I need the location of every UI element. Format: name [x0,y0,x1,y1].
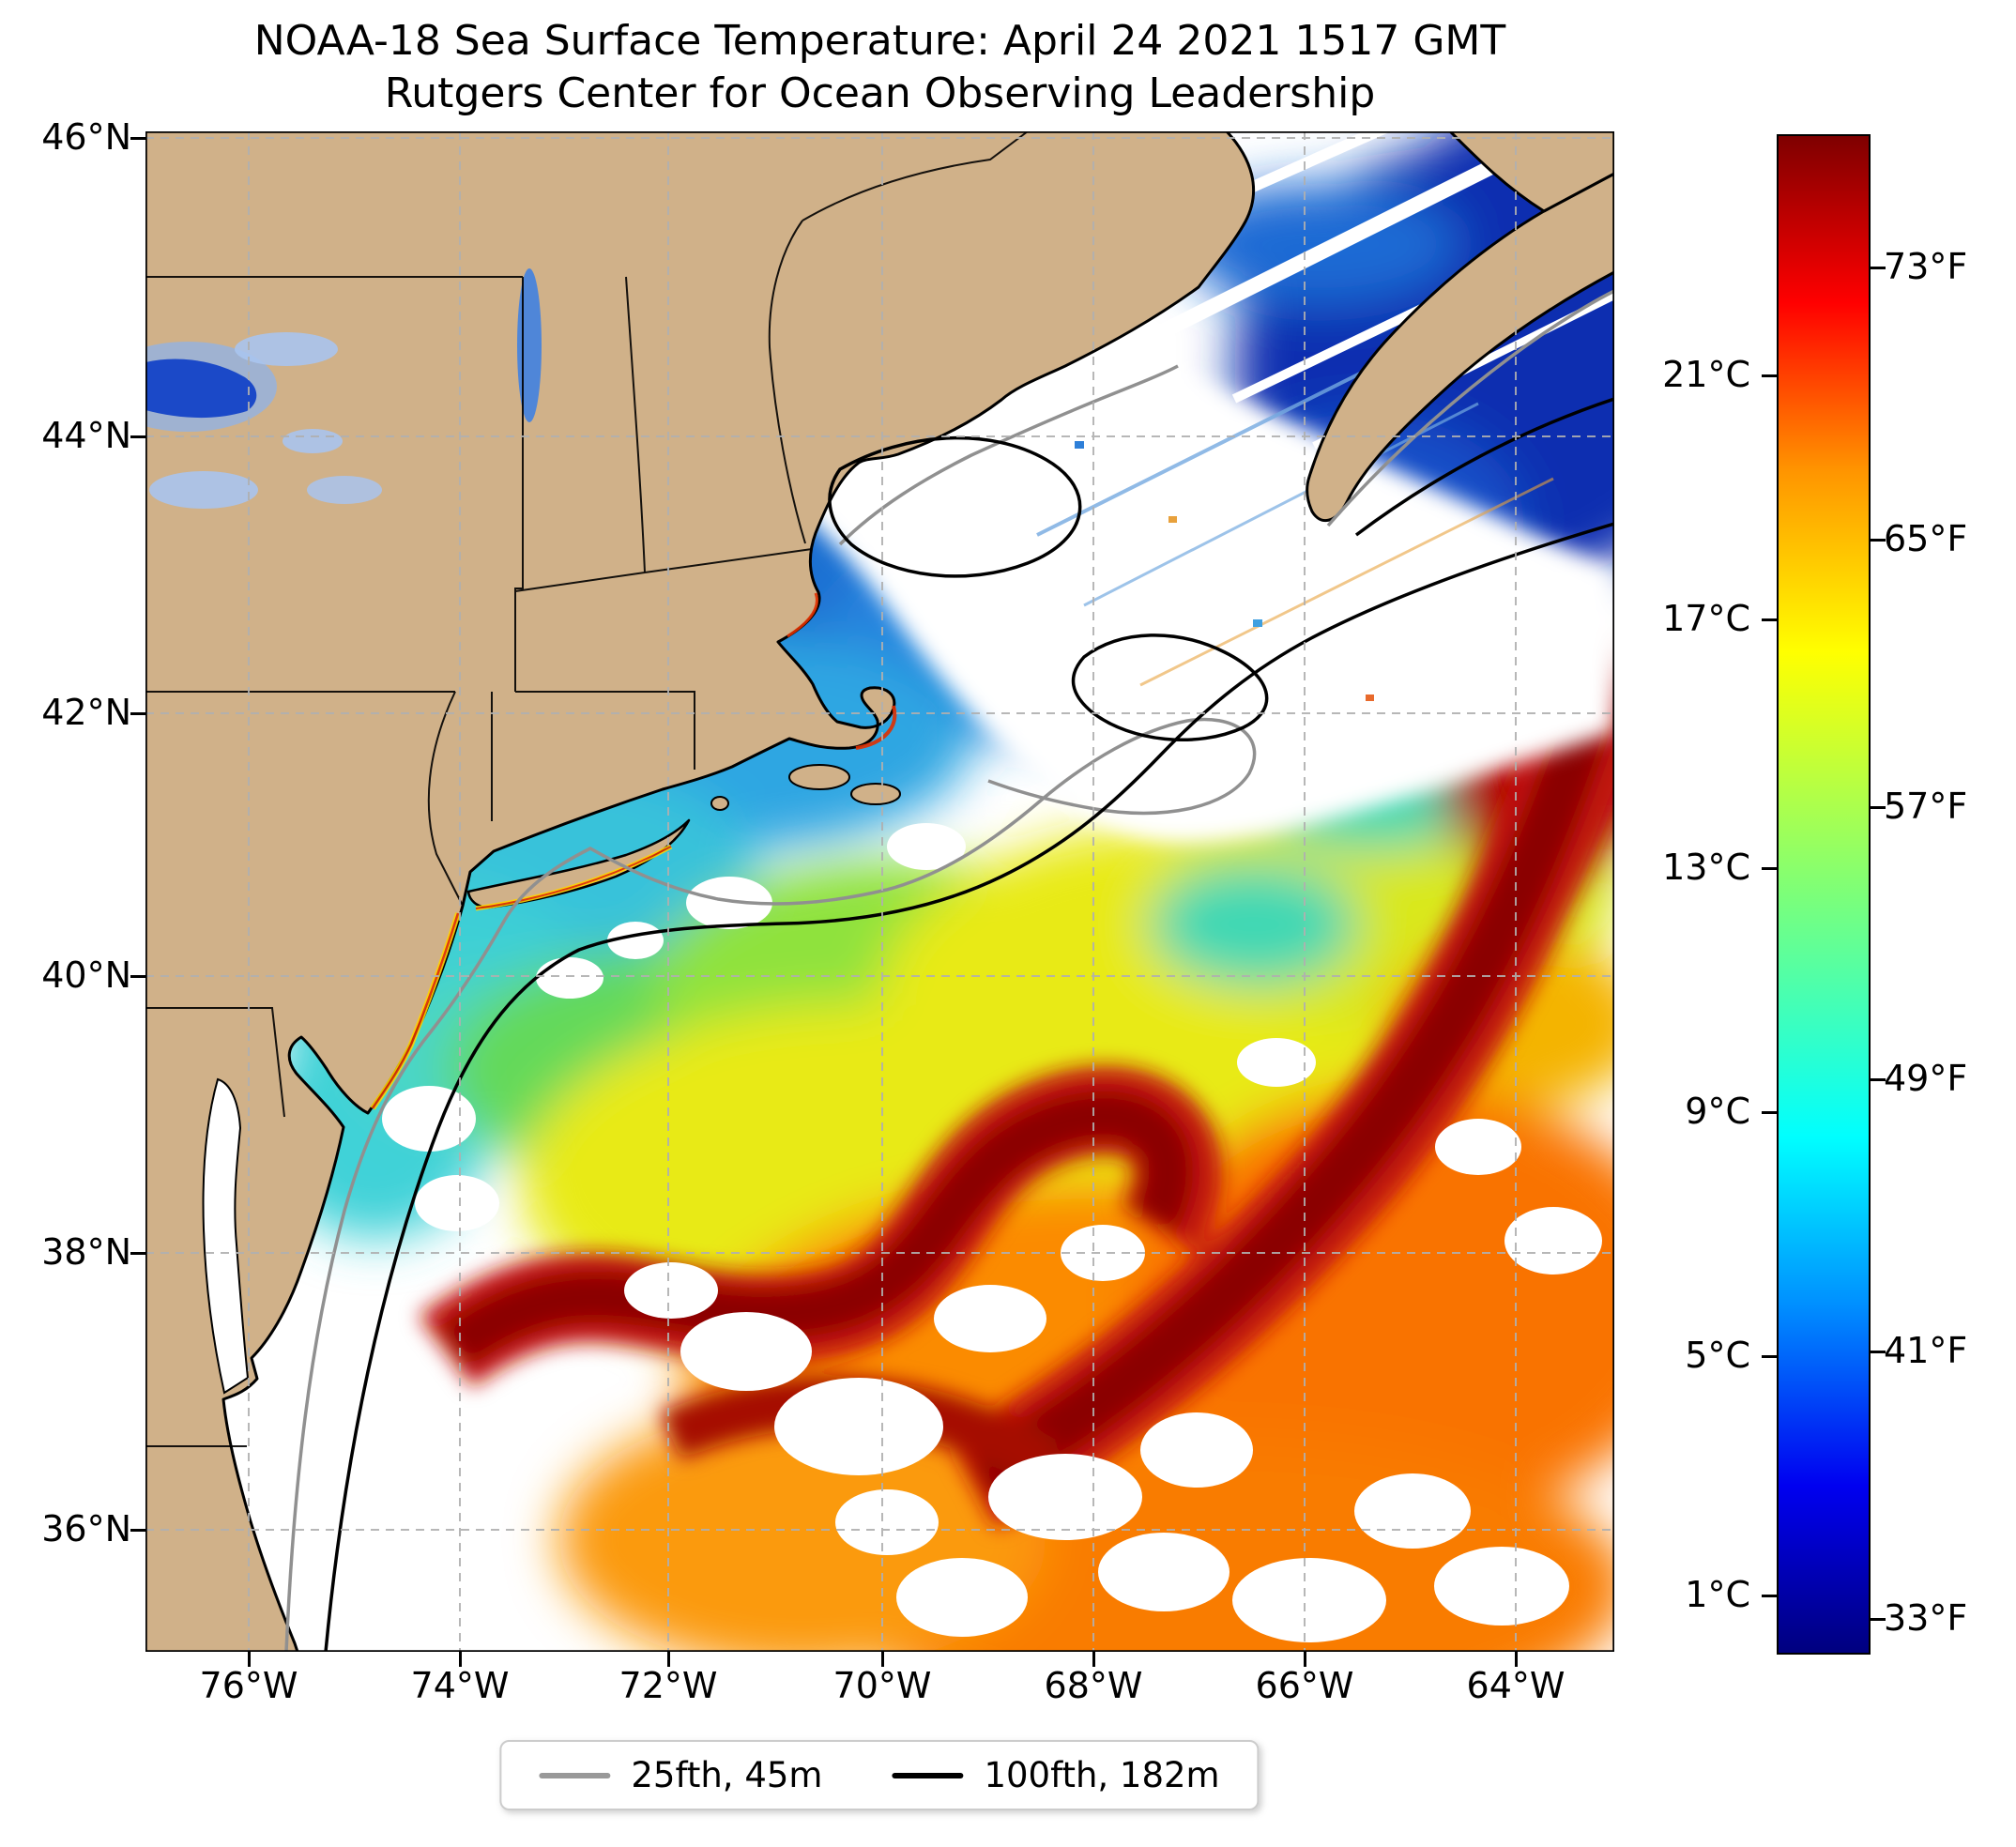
contour-100fth [324,397,1614,1652]
lon-tick-mark [1304,1652,1306,1667]
cbar-c-tick-mark [1762,1111,1777,1114]
lake-ontario [145,359,257,419]
cbar-fahrenheit-label: 65°F [1884,518,1968,559]
cbar-celsius-label: 9°C [1685,1091,1750,1132]
cloud-over-land-3 [283,429,343,453]
nova-scotia [1306,172,1614,522]
contour-100fth-line-swatch [892,1772,964,1778]
lat-tick-mark [130,1529,145,1532]
cbar-fahrenheit-label: 57°F [1884,786,1968,827]
state-borders [145,131,1029,1447]
legend-label-100fth: 100fth, 182m [984,1755,1220,1795]
lat-tick-mark [130,435,145,438]
lon-tick-mark [248,1652,251,1667]
legend-item-100fth: 100fth, 182m [892,1755,1220,1795]
cbar-fahrenheit-label: 33°F [1884,1597,1968,1639]
marthas-vineyard [788,764,850,790]
inland-water [145,268,542,1395]
lon-tick-mark [1515,1652,1518,1667]
lon-tick-mark [459,1652,462,1667]
top-right-land [1448,131,1614,213]
cbar-f-tick-mark [1871,267,1886,269]
lat-tick-label: 36°N [41,1508,131,1549]
lat-tick-label: 40°N [41,954,131,996]
cbar-c-tick-mark [1762,1355,1777,1358]
cbar-c-tick-mark [1762,1595,1777,1597]
cloud-over-land-2 [149,471,258,509]
lon-tick-label: 68°W [1044,1665,1143,1706]
cbar-f-tick-mark [1871,1078,1886,1081]
nantucket [850,783,901,805]
cbar-f-tick-mark [1871,806,1886,809]
lat-tick-mark [130,712,145,715]
sst-map-svg [145,131,1614,1652]
lat-tick-label: 46°N [41,116,131,158]
cbar-fahrenheit-label: 49°F [1884,1058,1968,1099]
lon-tick-mark [881,1652,884,1667]
chart-title-line1: NOAA-18 Sea Surface Temperature: April 2… [253,17,1506,65]
cbar-c-tick-mark [1762,618,1777,621]
cloud-patches [382,823,1602,1642]
lat-tick-mark [130,137,145,140]
chart-title-block: NOAA-18 Sea Surface Temperature: April 2… [145,15,1614,121]
cbar-celsius-label: 1°C [1685,1574,1750,1615]
lat-tick-label: 38°N [41,1231,131,1273]
lat-tick-mark [130,1252,145,1255]
cbar-fahrenheit-label: 41°F [1884,1330,1968,1371]
lat-tick-label: 42°N [41,692,131,733]
lat-tick-label: 44°N [41,415,131,456]
contour-25fth [284,289,1614,1652]
chart-title-line2: Rutgers Center for Ocean Observing Leade… [384,69,1376,118]
lon-tick-label: 74°W [410,1665,510,1706]
lon-tick-mark [667,1652,670,1667]
graticule [145,131,1614,1652]
legend-box: 25fth, 45m 100fth, 182m [499,1740,1260,1810]
contour-25fth-line-swatch [539,1772,611,1778]
cbar-f-tick-mark [1871,1351,1886,1353]
lon-tick-label: 64°W [1466,1665,1565,1706]
sst-map [145,131,1614,1652]
cbar-f-tick-mark [1871,539,1886,542]
cloud-over-land-4 [307,476,382,504]
cloud-over-land-1 [235,332,338,366]
cbar-celsius-label: 21°C [1662,354,1750,395]
cbar-c-tick-mark [1762,374,1777,377]
block-island [710,796,729,811]
cbar-fahrenheit-label: 73°F [1884,246,1968,287]
lon-tick-mark [1092,1652,1095,1667]
cbar-celsius-label: 13°C [1662,847,1750,888]
chesapeake-bay [202,1077,250,1395]
lake-champlain [517,268,542,422]
lon-tick-label: 70°W [832,1665,932,1706]
cbar-celsius-label: 17°C [1662,598,1750,639]
legend-item-25fth: 25fth, 45m [539,1755,822,1795]
lon-tick-label: 72°W [619,1665,718,1706]
cbar-celsius-label: 5°C [1685,1335,1750,1376]
cbar-f-tick-mark [1871,1618,1886,1621]
lon-tick-label: 66°W [1255,1665,1354,1706]
mainland [145,131,1256,1652]
cbar-c-tick-mark [1762,867,1777,870]
legend-label-25fth: 25fth, 45m [631,1755,823,1795]
lon-tick-label: 76°W [199,1665,298,1706]
colorbar [1777,134,1871,1655]
land-masses [145,131,1614,1652]
coastal-warm-fringe [370,592,897,1110]
lat-tick-mark [130,975,145,978]
